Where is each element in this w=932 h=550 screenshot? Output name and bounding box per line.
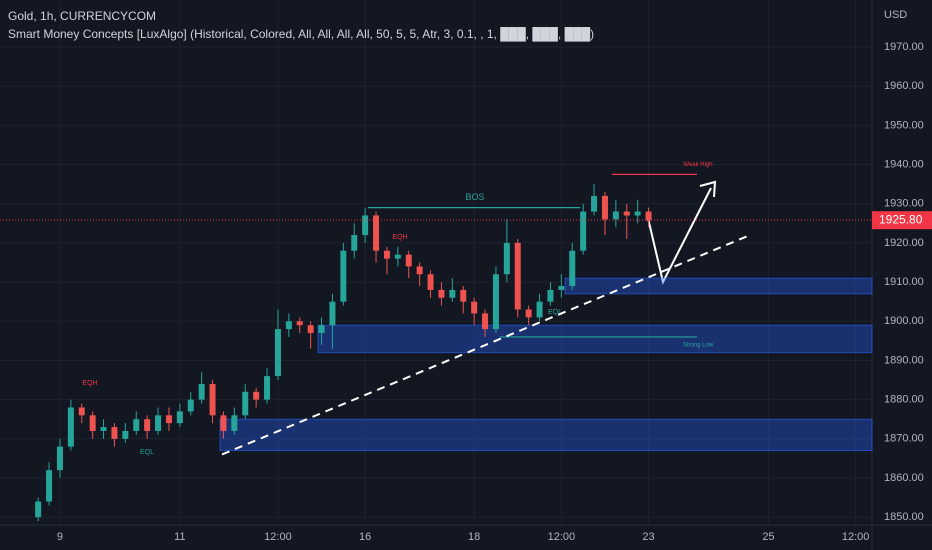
candle-body (645, 211, 652, 221)
candle-body (67, 407, 74, 447)
y-tick-label: 1940.00 (884, 158, 924, 170)
candle-body (209, 383, 216, 416)
price-tag (872, 211, 932, 230)
structure-label: Strong Low (683, 343, 714, 349)
candle-body (351, 235, 358, 251)
candle-body (601, 195, 608, 220)
y-tick-label: 1970.00 (884, 41, 924, 53)
candle-body (503, 242, 510, 275)
candle-body (394, 254, 401, 259)
structure-label: Weak High (683, 162, 712, 168)
candle-body (264, 376, 271, 400)
candle-body (89, 415, 96, 431)
y-tick-label: 1930.00 (884, 198, 924, 210)
y-tick-label: 1900.00 (884, 315, 924, 327)
candle-body (78, 407, 85, 416)
candle-body (46, 470, 53, 502)
annotation: EQH (392, 234, 407, 241)
order-block (317, 324, 873, 354)
candle-body (56, 446, 63, 471)
candle-body (623, 211, 630, 216)
candle-body (427, 274, 434, 290)
candle-body (307, 325, 314, 334)
candle-body (187, 399, 194, 412)
candle-body (362, 215, 369, 236)
candle-body (492, 274, 499, 330)
candle-body (296, 321, 303, 326)
x-tick-label: 9 (57, 531, 63, 543)
candle-body (155, 415, 162, 431)
candle-body (340, 250, 347, 302)
candle-body (133, 419, 140, 431)
currency-label: USD (884, 9, 907, 21)
candle-body (176, 411, 183, 424)
candle-body (111, 427, 118, 439)
candle-body (438, 289, 445, 298)
candle-body (558, 286, 565, 290)
candle-body (165, 415, 172, 424)
y-tick-label: 1920.00 (884, 237, 924, 249)
candle-body (482, 313, 489, 330)
structure-label: BOS (465, 192, 484, 202)
annotation: EQL (140, 449, 154, 456)
x-tick-label: 12:00 (548, 531, 576, 543)
candle-body (547, 289, 554, 302)
candle-body (220, 415, 227, 431)
candle-body (612, 211, 619, 220)
projection-arrow (647, 180, 717, 285)
candle-body (634, 211, 641, 216)
candle-body (100, 427, 107, 431)
x-tick-label: 18 (468, 531, 480, 543)
candle-body (405, 254, 412, 267)
candle-body (35, 501, 42, 518)
chart-title: Gold, 1h, CURRENCYCOM (8, 9, 156, 23)
order-block (564, 277, 873, 295)
y-tick-label: 1850.00 (884, 511, 924, 523)
candle-body (144, 419, 151, 431)
x-tick-label: 12:00 (842, 531, 870, 543)
x-tick-label: 16 (359, 531, 371, 543)
candle-body (580, 211, 587, 251)
candle-body (449, 289, 456, 298)
y-tick-label: 1960.00 (884, 80, 924, 92)
indicator-label: Smart Money Concepts [LuxAlgo] (Historic… (8, 27, 594, 42)
price-tag-label: 1925.80 (879, 212, 923, 226)
annotation: EQH (82, 380, 97, 387)
x-tick-label: 12:00 (264, 531, 292, 543)
annotation: EQL (548, 309, 562, 316)
candle-body (274, 329, 281, 377)
y-tick-label: 1860.00 (884, 472, 924, 484)
candle-body (525, 309, 532, 318)
x-tick-label: 23 (642, 531, 654, 543)
candle-body (569, 250, 576, 287)
candle-body (383, 250, 390, 259)
order-block (219, 418, 873, 452)
candle-body (231, 415, 238, 431)
y-tick-label: 1870.00 (884, 433, 924, 445)
candle-body (285, 321, 292, 330)
candle-body (591, 195, 598, 212)
candle-body (416, 266, 423, 275)
candle-body (373, 215, 380, 251)
x-tick-label: 11 (174, 531, 185, 543)
y-tick-label: 1950.00 (884, 119, 924, 131)
candle-body (318, 325, 325, 334)
candle-body (514, 242, 521, 310)
y-tick-label: 1890.00 (884, 354, 924, 366)
candle-body (242, 391, 249, 416)
candle-body (122, 430, 129, 439)
candle-body (471, 301, 478, 314)
y-tick-label: 1880.00 (884, 394, 924, 406)
trendline (221, 234, 751, 456)
x-tick-label: 25 (762, 531, 774, 543)
candle-body (460, 289, 467, 302)
y-tick-label: 1910.00 (884, 276, 924, 288)
candle-body (198, 383, 205, 400)
candle-body (536, 301, 543, 318)
candle-body (253, 391, 260, 400)
candle-body (329, 301, 336, 326)
